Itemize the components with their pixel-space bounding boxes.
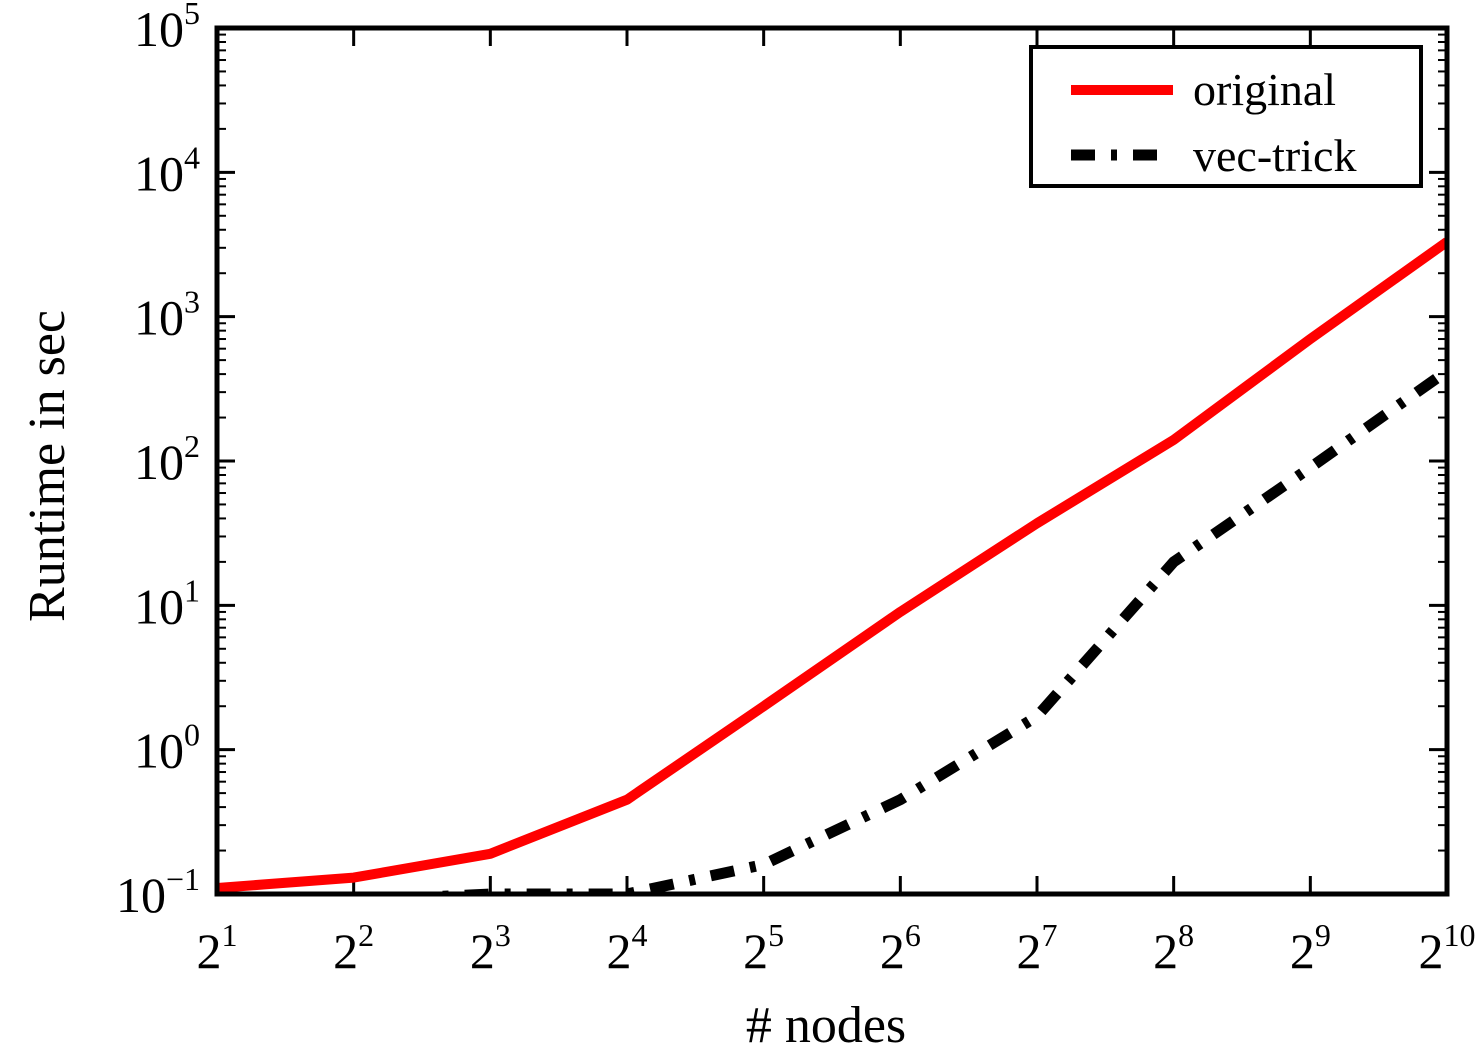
x-tick-label: 210 xyxy=(1419,917,1476,979)
plot-frame xyxy=(214,25,1450,897)
x-tick-labels: 21 22 23 24 25 26 27 28 29 210 xyxy=(197,917,1476,979)
x-tick-label: 22 xyxy=(333,917,374,979)
legend-label-vec-trick: vec-trick xyxy=(1193,130,1356,181)
series-line-vec-trick xyxy=(376,366,1447,894)
legend-label-original: original xyxy=(1193,64,1336,115)
y-tick-label: 101 xyxy=(134,572,200,634)
y-tick-label: 100 xyxy=(134,717,200,779)
y-tick-label: 105 xyxy=(134,0,200,57)
x-tick-label: 27 xyxy=(1017,917,1058,979)
x-tick-label: 26 xyxy=(880,917,921,979)
y-tick-label: 10−1 xyxy=(116,861,200,923)
legend-box xyxy=(1029,45,1423,188)
y-axis-label: Runtime in sec xyxy=(19,310,76,622)
y-tick-label: 102 xyxy=(134,428,200,490)
y-tick-label: 104 xyxy=(134,139,200,201)
x-tick-label: 28 xyxy=(1153,917,1194,979)
series-layer xyxy=(217,237,1447,894)
series-line-original xyxy=(217,237,1447,893)
legend: original vec-trick xyxy=(1029,45,1423,188)
x-tick-label: 23 xyxy=(470,917,511,979)
y-tick-labels: 10−1 100 101 102 103 104 105 xyxy=(116,0,200,923)
x-tick-label: 25 xyxy=(743,917,784,979)
y-tick-label: 103 xyxy=(134,284,200,346)
x-tick-label: 24 xyxy=(607,917,648,979)
x-axis-label: # nodes xyxy=(746,997,906,1053)
x-tick-label: 21 xyxy=(197,917,238,979)
x-tick-label: 29 xyxy=(1290,917,1331,979)
